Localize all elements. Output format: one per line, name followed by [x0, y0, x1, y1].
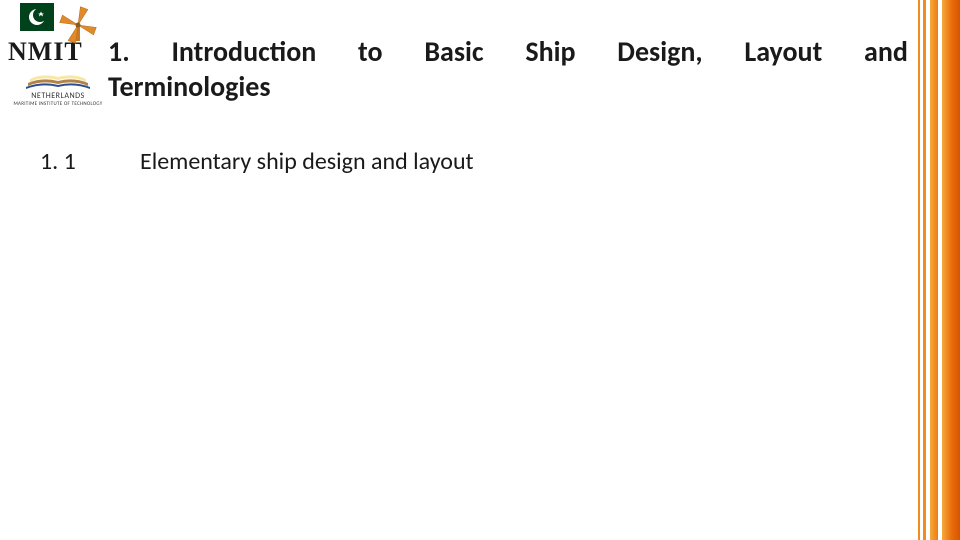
heading-word: Introduction [171, 34, 316, 69]
heading-word: to [358, 34, 383, 69]
section-title: Elementary ship design and layout [140, 147, 474, 176]
heading-word: Ship [525, 34, 575, 69]
decor-stripe [942, 0, 960, 540]
decor-stripe [923, 0, 926, 540]
flag-icon [8, 3, 54, 31]
windmill-icon [56, 3, 100, 47]
heading-word: and [864, 34, 908, 69]
book-icon [22, 69, 94, 91]
heading-word: 1. [108, 34, 130, 69]
heading-word: Basic [424, 34, 483, 69]
institution-logo: NMIT NETHERLANDS MARITIME INSTITUTE OF T… [8, 3, 108, 107]
decor-stripe [918, 0, 920, 540]
section-number: 1. 1 [40, 147, 76, 176]
heading-word: Design, [617, 34, 702, 69]
logo-subtitle: MARITIME INSTITUTE OF TECHNOLOGY [8, 102, 108, 108]
heading-line-1: 1. Introduction to Basic Ship Design, La… [108, 34, 908, 69]
chapter-heading: 1. Introduction to Basic Ship Design, La… [108, 34, 910, 104]
slide: NMIT NETHERLANDS MARITIME INSTITUTE OF T… [0, 0, 960, 540]
heading-line-2: Terminologies [108, 69, 910, 104]
decor-stripe [930, 0, 938, 540]
heading-word: Layout [744, 34, 822, 69]
logo-country: NETHERLANDS [8, 92, 108, 101]
